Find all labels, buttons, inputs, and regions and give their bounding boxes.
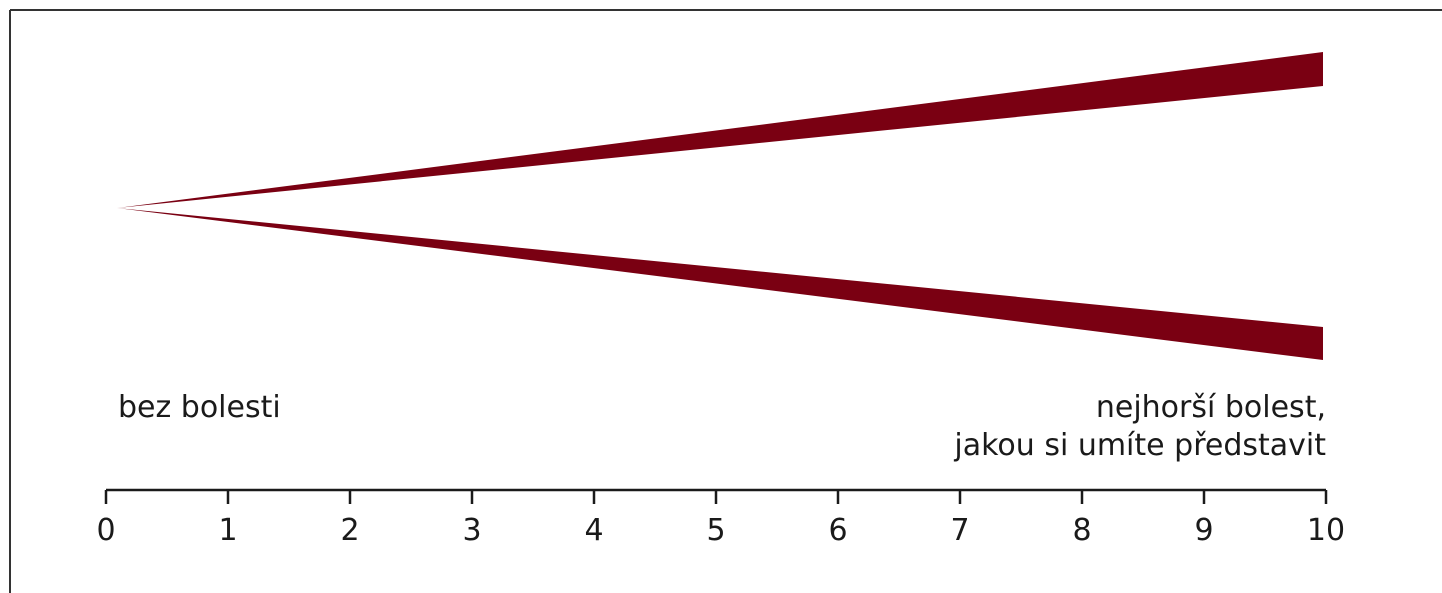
axis-tick-label: 4 [584, 513, 603, 548]
axis-tick-label: 7 [950, 513, 969, 548]
pain-intensity-wedges [117, 52, 1323, 360]
label-worst-pain-line2: jakou si umíte představit [954, 428, 1326, 463]
axis-tick-label: 0 [96, 513, 115, 548]
upper-wedge [117, 52, 1323, 208]
label-worst-pain: nejhorší bolest, jakou si umíte představ… [954, 389, 1326, 465]
axis-tick-label: 8 [1072, 513, 1091, 548]
label-worst-pain-line1: nejhorší bolest, [1095, 390, 1326, 425]
axis-tick-label: 5 [706, 513, 725, 548]
axis-tick-label: 2 [340, 513, 359, 548]
numeric-scale-axis: 0 1 2 3 4 5 6 7 8 9 10 [96, 488, 1345, 548]
lower-wedge [117, 208, 1323, 360]
axis-tick-label: 6 [828, 513, 847, 548]
axis-tick-label: 3 [462, 513, 481, 548]
axis-tick-label: 1 [218, 513, 237, 548]
axis-tick-label: 10 [1307, 513, 1345, 548]
axis-tick-label: 9 [1194, 513, 1213, 548]
label-no-pain: bez bolesti [118, 390, 281, 425]
